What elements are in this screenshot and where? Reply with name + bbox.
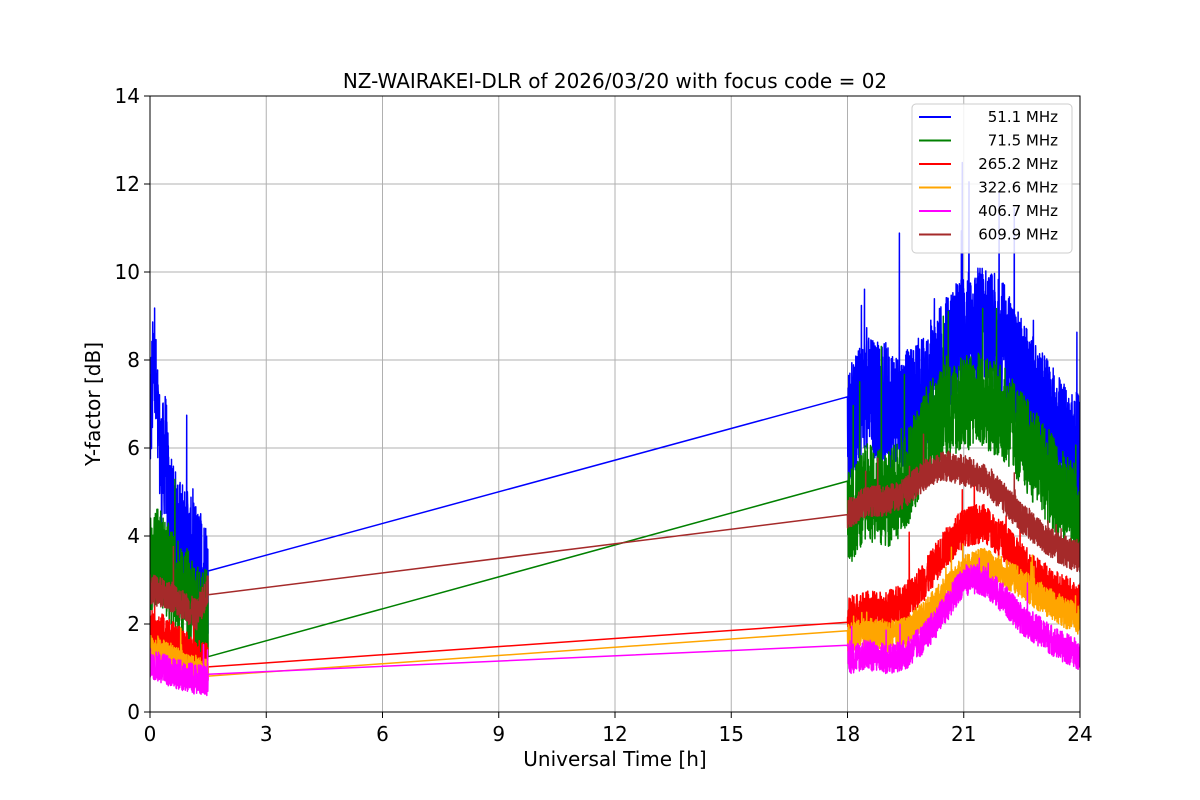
x-tick-label: 3 (260, 722, 273, 746)
legend-label: 322.6 MHz (978, 179, 1058, 197)
y-tick-label: 6 (127, 436, 140, 460)
x-tick-label: 12 (602, 722, 627, 746)
x-tick-label: 18 (835, 722, 860, 746)
legend-box (911, 103, 1073, 254)
x-tick-label: 0 (144, 722, 157, 746)
legend-label: 609.9 MHz (978, 226, 1058, 244)
series-group (150, 161, 1080, 697)
legend-label: 406.7 MHz (978, 202, 1058, 220)
y-tick-label: 12 (115, 172, 140, 196)
y-tick-label: 10 (115, 260, 140, 284)
legend-label: 51.1 MHz (988, 108, 1058, 126)
legend: 51.1 MHz 71.5 MHz 265.2 MHz 322.6 MHz 406.7 … (911, 103, 1073, 254)
chart-title: NZ-WAIRAKEI-DLR of 2026/03/20 with focus… (343, 69, 887, 93)
x-tick-label: 15 (719, 722, 744, 746)
legend-label: 265.2 MHz (978, 155, 1058, 173)
series-line (150, 433, 1080, 631)
series-line (150, 557, 1080, 697)
y-tick-label: 4 (127, 524, 140, 548)
x-axis-label: Universal Time [h] (523, 747, 706, 771)
y-tick-label: 8 (127, 348, 140, 372)
y-tick-label: 0 (127, 700, 140, 724)
x-tick-label: 9 (492, 722, 505, 746)
y-axis: 0 2 4 6 8 10 12 14 (115, 84, 150, 724)
x-tick-label: 24 (1067, 722, 1092, 746)
series-line (150, 161, 1080, 640)
y-tick-label: 14 (115, 84, 140, 108)
legend-label: 71.5 MHz (988, 132, 1058, 150)
y-axis-label: Y-factor [dB] (81, 342, 105, 467)
y-tick-label: 2 (127, 612, 140, 636)
x-tick-label: 6 (376, 722, 389, 746)
x-tick-label: 21 (951, 722, 976, 746)
x-axis: 0 3 6 9 12 15 18 21 24 (144, 712, 1093, 746)
